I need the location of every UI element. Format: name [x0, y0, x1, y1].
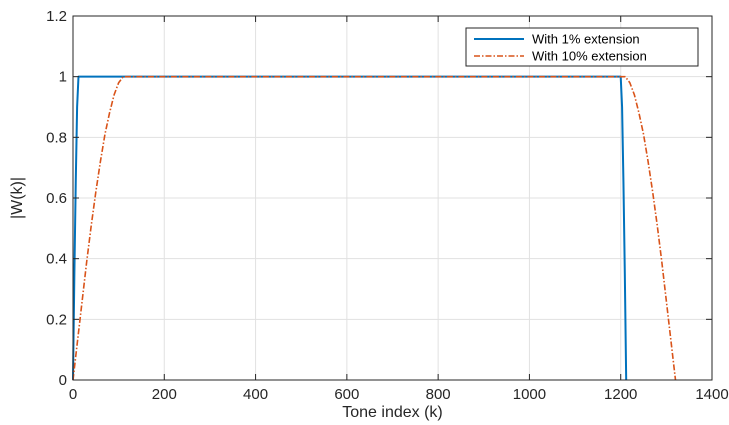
legend-entry-label: With 10% extension [532, 49, 647, 64]
grid-lines [73, 16, 712, 380]
y-tick-label: 0.8 [46, 129, 67, 146]
y-tick-label: 0.2 [46, 311, 67, 328]
axis-ticks: 0 200 400 600 800 1000 1200 1400 0 0.2 0.4 0.6 0.8 1 1… [46, 8, 729, 403]
x-tick-label: 400 [243, 386, 268, 403]
plot-series [72, 75, 677, 381]
legend: With 1% extension With 10% extension [465, 27, 699, 67]
x-axis-label: Tone index (k) [342, 404, 443, 421]
series-line-1 [72, 75, 628, 381]
x-tick-label: 200 [152, 386, 177, 403]
x-tick-label: 1400 [695, 386, 728, 403]
x-tick-label: 600 [334, 386, 359, 403]
y-tick-label: 0 [59, 372, 67, 389]
y-tick-label: 1 [59, 69, 67, 86]
y-tick-label: 0.4 [46, 251, 67, 268]
x-tick-label: 1200 [604, 386, 637, 403]
x-tick-label: 1000 [513, 386, 546, 403]
legend-entry-label: With 1% extension [532, 32, 640, 47]
legend-box [465, 27, 699, 67]
y-tick-label: 0.6 [46, 190, 67, 207]
x-tick-label: 0 [69, 386, 77, 403]
x-tick-label: 800 [426, 386, 451, 403]
y-axis-label: |W(k)| [9, 177, 26, 219]
y-tick-label: 1.2 [46, 8, 67, 25]
series-line-2 [72, 75, 677, 381]
